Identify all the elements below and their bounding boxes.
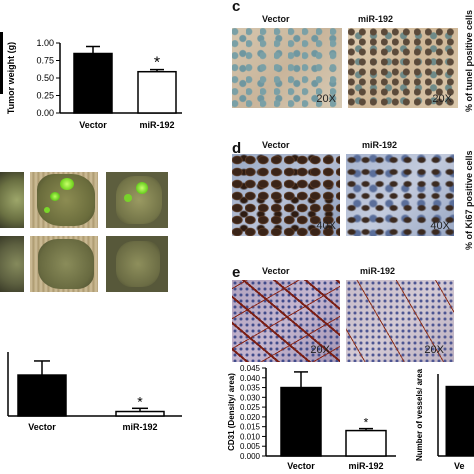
x-category-label: Vector [28, 422, 56, 432]
cd31-image-mir192: 20X [346, 280, 454, 362]
panel-letter-e: e [232, 264, 241, 281]
bar-mir-192 [115, 410, 165, 417]
lung-image-mir192-2 [30, 236, 98, 292]
tunel-image-mir192: 20X [348, 28, 458, 108]
panel-d-mir192-label: miR-192 [362, 140, 398, 150]
x-category-label: Vector [287, 461, 315, 471]
x-category-label: Ve [454, 461, 465, 471]
cd31-image-vector: 20X [232, 280, 340, 362]
y-tick-label: 0.000 [240, 452, 261, 461]
y-axis-label: Tumor weight (g) [6, 42, 16, 114]
y-tick-label: 0.005 [240, 442, 261, 451]
metastasis-spot [60, 178, 74, 190]
lung-image-mir192-3 [106, 236, 168, 292]
significance-marker: * [154, 55, 160, 72]
y-tick-label: 0.50 [36, 73, 54, 83]
y-tick-label: 0.010 [240, 432, 261, 441]
significance-marker: * [364, 416, 369, 430]
lung-image-mir192-1 [0, 236, 24, 292]
cd31-density-chart: 0.0000.0050.0100.0150.0200.0250.0300.035… [227, 364, 396, 471]
y-tick-label: 0.75 [36, 56, 54, 66]
panel-c-mir192-label: miR-192 [358, 14, 394, 24]
bar-vector [73, 52, 113, 114]
x-category-label: miR-192 [139, 120, 174, 130]
y-axis-label: Number of vessels/ area [415, 368, 424, 461]
y-tick-label: 0.035 [240, 384, 261, 393]
significance-marker: * [137, 393, 143, 409]
lung-image-vector-2 [30, 172, 98, 228]
left-edge-bar [0, 32, 3, 94]
y-tick-label: 0.020 [240, 413, 261, 422]
cd31-mir192-magnification: 20X [424, 344, 444, 356]
panel-letter-c: c [232, 0, 241, 15]
bar-mir-192 [345, 429, 387, 457]
bar-vector [445, 385, 474, 457]
lung-image-vector-1 [0, 172, 24, 228]
ki67-image-vector: 40X [232, 154, 340, 236]
cd31-vector-magnification: 20X [310, 344, 330, 356]
y-tick-label: 0.015 [240, 423, 261, 432]
tumor-weight-chart: 0.00 0.25 0.50 0.75 1.00 Tumor weight (g) Vect… [6, 38, 182, 130]
ki67-vector-magnification: 40X [316, 220, 336, 232]
y-tick-label: 1.00 [36, 38, 54, 48]
ki67-side-ylabel: % of Ki67 positive cells [464, 150, 474, 250]
panel-d-vector-label: Vector [262, 140, 290, 150]
ki67-image-mir192: 40X [346, 154, 454, 236]
x-category-label: Vector [79, 120, 107, 130]
lung-image-vector-3 [106, 172, 168, 228]
x-category-label: miR-192 [348, 461, 383, 471]
tunel-side-ylabel: % of tunel positive cells [464, 9, 474, 112]
panel-e-vector-label: Vector [262, 266, 290, 276]
y-tick-label: 0.040 [240, 374, 261, 383]
y-tick-label: 0.045 [240, 364, 261, 373]
y-tick-label: 0.00 [36, 108, 54, 118]
y-tick-label: 0.025 [240, 403, 261, 412]
y-tick-label: 0.25 [36, 91, 54, 101]
y-axis-label: CD31 (Density/ area) [227, 373, 236, 451]
bar-mir-192 [137, 70, 177, 114]
tunel-vector-magnification: 20X [316, 93, 336, 105]
panel-c-vector-label: Vector [262, 14, 290, 24]
ki67-mir192-magnification: 40X [430, 220, 450, 232]
vessel-number-chart: Ve Number of vessels/ area [415, 368, 474, 471]
tunel-mir192-magnification: 20X [432, 93, 452, 105]
tunel-image-vector: 20X [232, 28, 342, 108]
lung-metastasis-chart: Vector * miR-192 [7, 352, 182, 432]
panel-e-mir192-label: miR-192 [360, 266, 396, 276]
x-category-label: miR-192 [122, 422, 157, 432]
bar-vector [17, 374, 67, 417]
y-tick-label: 0.030 [240, 393, 261, 402]
bar-vector [280, 386, 322, 457]
panel-letter-d: d [232, 140, 242, 157]
